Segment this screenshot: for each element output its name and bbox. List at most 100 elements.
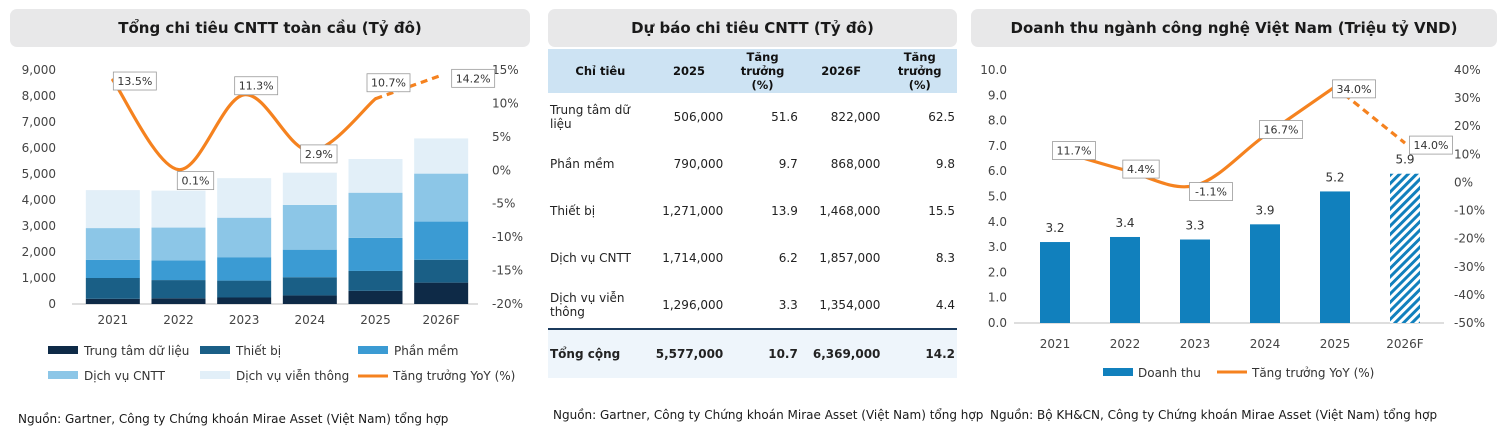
table-cell: 6.2: [778, 250, 798, 265]
y2-axis-tick-label: 30%: [1454, 91, 1481, 105]
global-it-spending-chart: 0 1,000 2,000 3,000 4,000 5,000 6,000 7,000 8,00…: [22, 63, 523, 383]
table-cell: 822,000: [830, 109, 881, 124]
y-axis-tick-label: 0: [48, 297, 56, 311]
y2-axis-tick-label: 0%: [492, 163, 511, 177]
y-axis-tick-label: 9,000: [22, 63, 56, 77]
y2-axis-tick-label: 10%: [1454, 147, 1481, 161]
growth-data-label: 13.5%: [117, 75, 152, 88]
legend-swatch: [48, 346, 78, 354]
panel-title: Tổng chi tiêu CNTT toàn cầu (Tỷ đô): [10, 9, 530, 47]
y2-axis-tick-label: -50%: [1454, 316, 1485, 330]
y-axis-tick-label: 7,000: [22, 115, 56, 129]
y-axis-tick-label: 7.0: [988, 139, 1007, 153]
vn-tech-revenue-chart: 0.0 1.0 2.0 3.0 4.0 5.0 6.0 7.0 8.0 9.0 10.0 -50% -4…: [980, 63, 1485, 380]
y2-axis-tick-label: 5%: [492, 130, 511, 144]
growth-data-label: 14.2%: [456, 72, 491, 85]
bar-segment: [282, 295, 337, 304]
bar-segment: [85, 259, 140, 278]
x-axis-tick-label: 2021: [1040, 337, 1071, 351]
legend-label: Doanh thu: [1138, 366, 1201, 380]
panel-title: Doanh thu ngành công nghệ Việt Nam (Triệ…: [971, 9, 1497, 47]
column-header: Chỉ tiêu: [548, 49, 653, 93]
table-cell: 6,369,000: [799, 328, 883, 378]
legend-label: Dịch vụ CNTT: [84, 369, 166, 383]
bar-segment: [348, 192, 403, 238]
y-axis-tick-label: 1,000: [22, 271, 56, 285]
table-cell: Phần mềm: [550, 156, 615, 171]
x-axis-tick-label: 2021: [98, 313, 129, 327]
y2-axis-tick-label: -20%: [492, 297, 523, 311]
bar-segment: [348, 290, 403, 304]
revenue-bar: [1040, 242, 1070, 323]
bar-segment: [217, 217, 272, 258]
table-row: Dịch vụ CNTT 1,714,000 6.2 1,857,000 8.3: [548, 234, 957, 281]
legend-swatch: [1103, 368, 1133, 376]
y2-axis-tick-label: -30%: [1454, 260, 1485, 274]
chart-1-plot: 0 1,000 2,000 3,000 4,000 5,000 6,000 7,000 8,00…: [22, 63, 523, 383]
bar-segment: [348, 237, 403, 271]
bar-segment: [414, 282, 469, 304]
table-cell: 1,857,000: [819, 250, 881, 265]
table-cell: 1,468,000: [819, 203, 881, 218]
growth-data-label: -1.1%: [1195, 186, 1227, 199]
growth-data-label-box: [176, 171, 215, 191]
y-axis-tick-label: 3,000: [22, 219, 56, 233]
bar-segment: [151, 190, 206, 228]
bar-segment: [414, 173, 469, 222]
table-cell: Tổng cộng: [548, 328, 653, 378]
y2-axis-tick-label: 0%: [1454, 175, 1473, 189]
y2-axis-tick-label: -40%: [1454, 288, 1485, 302]
revenue-bar: [1110, 236, 1140, 323]
table-cell: 62.5: [928, 109, 955, 124]
bar-segment: [85, 298, 140, 304]
bar-segment: [348, 158, 403, 193]
legend-swatch: [48, 371, 78, 379]
y2-axis-tick-label: 10%: [492, 96, 519, 110]
bar-segment: [217, 257, 272, 281]
bar-segment: [85, 228, 140, 260]
y2-axis-tick-label: -20%: [1454, 232, 1485, 246]
bar-segment: [151, 260, 206, 281]
growth-data-label-box: [112, 71, 157, 91]
growth-data-label: 14.0%: [1414, 139, 1449, 152]
growth-data-label-box: [234, 76, 279, 96]
source-note: Nguồn: Bộ KH&CN, Công ty Chứng khoán Mir…: [990, 408, 1438, 422]
chart-3-plot: 0.0 1.0 2.0 3.0 4.0 5.0 6.0 7.0 8.0 9.0 10.0 -50% -4…: [980, 63, 1485, 380]
y-axis-tick-label: 10.0: [980, 63, 1007, 77]
column-header: 2026F: [799, 49, 883, 93]
bar-data-label: 3.9: [1255, 203, 1274, 217]
y-axis-tick-label: 3.0: [988, 240, 1007, 254]
bar-segment: [85, 190, 140, 229]
x-axis-tick-label: 2025: [360, 313, 391, 327]
y-axis-tick-label: 2.0: [988, 265, 1007, 279]
y2-axis-tick-label: -10%: [492, 230, 523, 244]
y-axis-tick-label: 2,000: [22, 245, 56, 259]
column-header: 2025: [652, 49, 726, 93]
bar-data-label: 3.4: [1115, 216, 1134, 230]
revenue-bar: [1180, 239, 1210, 323]
growth-data-label-box: [1332, 79, 1376, 99]
table-cell: 14.2: [882, 328, 957, 378]
table-cell: 868,000: [830, 156, 881, 171]
y2-axis-tick-label: -5%: [492, 197, 515, 211]
x-axis-tick-label: 2025: [1320, 337, 1351, 351]
y-axis-tick-label: 5.0: [988, 190, 1007, 204]
y-axis-tick-label: 4.0: [988, 215, 1007, 229]
table-cell: Thiết bị: [550, 203, 596, 218]
y2-axis-tick-label: 15%: [492, 63, 519, 77]
table-cell: 1,271,000: [662, 203, 724, 218]
growth-data-label: 11.3%: [239, 80, 274, 93]
bar-data-label: 3.3: [1185, 219, 1204, 233]
table-cell: 9.8: [935, 156, 955, 171]
legend-label: Trung tâm dữ liệu: [83, 344, 189, 358]
bar-segment: [348, 270, 403, 291]
vn-tech-revenue-panel: Doanh thu ngành công nghệ Việt Nam (Triệ…: [970, 0, 1509, 432]
legend-label: Tăng trưởng YoY (%): [392, 369, 515, 383]
bar-data-label: 3.2: [1045, 221, 1064, 235]
legend-label: Dịch vụ viễn thông: [236, 369, 349, 383]
x-axis-tick-label: 2023: [1180, 337, 1211, 351]
legend-swatch: [200, 346, 230, 354]
growth-data-label-box: [1189, 182, 1233, 201]
bar-segment: [217, 280, 272, 298]
growth-data-label: 4.4%: [1127, 163, 1155, 176]
